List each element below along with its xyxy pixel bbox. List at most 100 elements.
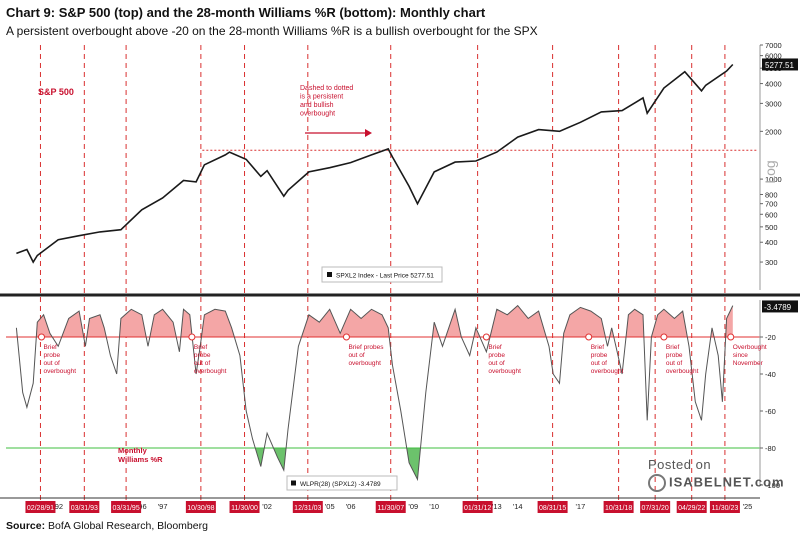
williams-r-line — [15, 304, 734, 482]
date-marker-label: 11/30/07 — [377, 505, 404, 512]
top-y-tick-label: 7000 — [765, 41, 782, 50]
probe-marker — [482, 333, 490, 341]
last-price-value: 5277.51 — [765, 61, 794, 70]
date-marker-box — [185, 501, 216, 513]
top-y-tick-label: 3000 — [765, 99, 782, 108]
bottom-y-tick-label: -80 — [765, 444, 776, 453]
date-marker-box — [69, 501, 100, 513]
top-y-tick-label: 500 — [765, 223, 778, 232]
top-legend-text: SPXL2 Index - Last Price 5277.51 — [336, 273, 434, 280]
date-marker-label: 10/31/18 — [605, 505, 632, 512]
probe-annotation: probe — [488, 352, 505, 359]
probe-annotation: overbought — [348, 360, 381, 367]
date-marker-box — [603, 501, 634, 513]
x-year-tick-label: '13 — [492, 502, 502, 511]
probe-annotation: Brief — [666, 344, 680, 351]
watermark-site: ISABELNET.com — [648, 474, 785, 492]
top-y-tick-label: 4000 — [765, 80, 782, 89]
probe-annotation: Overbought — [733, 344, 767, 351]
x-year-tick-label: '05 — [325, 502, 335, 511]
probe-marker — [38, 333, 46, 341]
last-price-badge — [762, 58, 798, 71]
chart-subtitle: A persistent overbought above -20 on the… — [6, 24, 538, 38]
bottom-y-tick-label: -40 — [765, 370, 776, 379]
probe-marker — [585, 333, 593, 341]
date-marker-label: 07/31/20 — [642, 505, 669, 512]
globe-icon — [648, 474, 666, 492]
date-marker-label: 03/31/95 — [112, 505, 139, 512]
spx-price-line — [16, 63, 734, 264]
dashed-to-dotted-annotation: is a persistent — [300, 94, 343, 101]
annotation-arrow-head — [365, 129, 372, 137]
probe-annotation: out of — [666, 360, 682, 367]
date-marker-box — [676, 501, 707, 513]
date-marker-label: 02/28/91 — [27, 505, 54, 512]
top-y-tick-label: 800 — [765, 190, 778, 199]
x-year-tick-label: '02 — [262, 502, 272, 511]
x-year-tick-label: '14 — [513, 502, 523, 511]
date-marker-label: 01/31/12 — [464, 505, 491, 512]
top-legend-swatch — [327, 272, 332, 277]
x-year-tick-label: '06 — [346, 502, 356, 511]
x-year-tick-label: '92 — [53, 502, 63, 511]
date-marker-label: 03/31/93 — [71, 505, 98, 512]
date-marker-box — [640, 501, 671, 513]
probe-annotation: probe — [591, 352, 608, 359]
top-y-tick-label: 2000 — [765, 127, 782, 136]
probe-annotation: probe — [666, 352, 683, 359]
top-y-tick-label: 700 — [765, 200, 778, 209]
probe-annotation: Brief probes — [348, 344, 384, 351]
bottom-legend-swatch — [291, 480, 296, 486]
probe-annotation: overbought — [666, 368, 699, 375]
probe-annotation: out of — [44, 360, 60, 367]
watermark: Posted on ISABELNET.com — [648, 457, 785, 492]
probe-annotation: since — [733, 352, 749, 359]
chart-title: Chart 9: S&P 500 (top) and the 28-month … — [6, 5, 486, 20]
bottom-legend-box — [286, 475, 398, 491]
williams-r-label: Monthly — [118, 446, 148, 455]
probe-annotation: out of — [591, 360, 607, 367]
probe-marker — [188, 333, 196, 341]
date-marker-box — [111, 501, 142, 513]
watermark-posted: Posted on — [648, 457, 712, 472]
date-marker-label: 04/29/22 — [678, 505, 705, 512]
date-marker-box — [537, 501, 568, 513]
dashed-to-dotted-annotation: overbought — [300, 111, 335, 118]
date-marker-label: 08/31/15 — [539, 505, 566, 512]
top-y-tick-label: 6000 — [765, 52, 782, 61]
date-marker-label: 12/31/03 — [294, 505, 321, 512]
top-legend-box — [321, 266, 443, 283]
probe-annotation: out of — [348, 352, 364, 359]
watermark-site-text: ISABELNET.com — [669, 474, 785, 490]
last-wr-value: -3.4789 — [764, 303, 792, 312]
date-marker-box — [375, 501, 406, 513]
x-year-tick-label: '97 — [158, 502, 168, 511]
probe-annotation: out of — [488, 360, 504, 367]
bottom-y-tick-label: -100 — [765, 481, 780, 490]
sp500-label: S&P 500 — [38, 87, 74, 97]
last-wr-badge — [762, 300, 798, 313]
probe-annotation: Brief — [44, 344, 58, 351]
probe-annotation: out of — [194, 360, 210, 367]
overbought-fill — [16, 305, 733, 337]
log-axis-label: Log — [762, 160, 778, 183]
x-year-tick-label: '17 — [575, 502, 585, 511]
top-y-tick-label: 1000 — [765, 175, 782, 184]
date-marker-box — [709, 501, 740, 513]
date-marker-box — [229, 501, 260, 513]
date-marker-label: 11/30/00 — [231, 505, 258, 512]
x-year-tick-label: '10 — [429, 502, 439, 511]
x-year-tick-label: '25 — [743, 502, 753, 511]
probe-annotation: overbought — [488, 368, 521, 375]
source-label: Source: — [6, 520, 46, 532]
date-marker-box — [462, 501, 493, 513]
top-y-tick-label: 600 — [765, 210, 778, 219]
probe-annotation: probe — [44, 352, 61, 359]
bottom-y-tick-label: -60 — [765, 407, 776, 416]
bottom-y-tick-label: -20 — [765, 333, 776, 342]
bottom-legend-text: WLPR(28) (SPXL2) -3.4789 — [300, 481, 381, 488]
source-note: Source: BofA Global Research, Bloomberg — [6, 520, 208, 532]
probe-marker — [342, 333, 350, 341]
date-marker-box — [292, 501, 323, 513]
